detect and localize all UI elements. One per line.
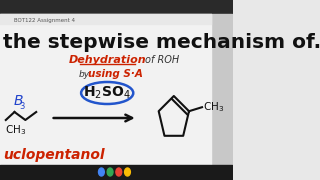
Text: 3: 3 [20, 102, 25, 111]
Circle shape [116, 168, 122, 176]
Text: BOT122 Assignment 4: BOT122 Assignment 4 [14, 17, 76, 22]
Text: of ROH: of ROH [145, 55, 179, 65]
Text: Dehydration: Dehydration [68, 55, 146, 65]
Text: $\it{B}$: $\it{B}$ [13, 94, 24, 108]
Text: using S·A: using S·A [88, 69, 143, 79]
Circle shape [107, 168, 113, 176]
Text: CH$_3$: CH$_3$ [203, 100, 224, 114]
Text: by: by [78, 69, 89, 78]
Text: uclopentanol: uclopentanol [3, 148, 105, 162]
Text: CH$_3$: CH$_3$ [5, 123, 27, 137]
Circle shape [124, 168, 130, 176]
Text: the stepwise mechanism of...: the stepwise mechanism of... [3, 33, 320, 51]
Ellipse shape [81, 82, 133, 104]
Text: H$_2$SO$_4$: H$_2$SO$_4$ [83, 85, 131, 101]
Circle shape [99, 168, 104, 176]
